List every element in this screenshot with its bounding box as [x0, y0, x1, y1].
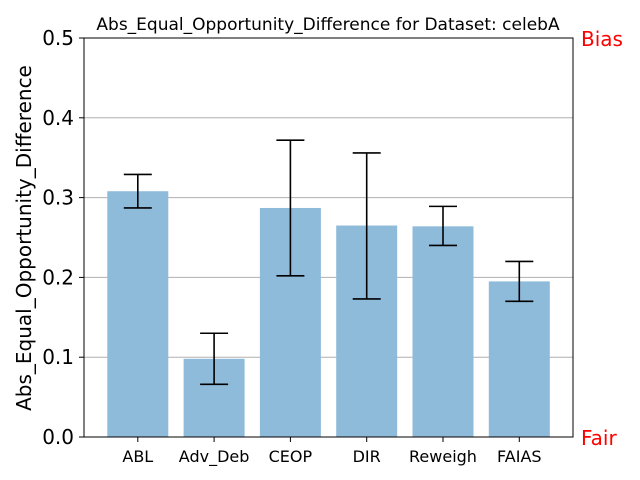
- y-tick-label: 0.2: [42, 265, 74, 289]
- chart-title: Abs_Equal_Opportunity_Difference for Dat…: [96, 15, 560, 35]
- y-tick-label: 0.5: [42, 26, 74, 50]
- bias-annotation: Bias: [581, 27, 623, 51]
- error-bars: [123, 139, 534, 386]
- y-tick-label: 0.3: [42, 186, 74, 210]
- y-axis-label: Abs_Equal_Opportunity_Difference: [12, 65, 36, 411]
- x-tick-label: ABL: [122, 447, 153, 466]
- bars: [107, 191, 550, 437]
- x-tick-label: Adv_Deb: [179, 447, 250, 467]
- x-ticks: ABL Adv_Deb CEOP DIR Reweigh FAIAS: [122, 437, 542, 467]
- y-tick-label: 0.0: [42, 425, 74, 449]
- y-ticks: 0.0 0.1 0.2 0.3 0.4 0.5: [42, 26, 84, 449]
- y-tick-label: 0.4: [42, 106, 74, 130]
- plot-frame: [83, 37, 574, 438]
- fair-annotation: Fair: [581, 426, 617, 450]
- x-tick-label: CEOP: [269, 447, 313, 466]
- x-tick-label: DIR: [353, 447, 381, 466]
- x-tick-label: FAIAS: [497, 447, 542, 466]
- x-tick-label: Reweigh: [409, 447, 477, 466]
- bar-reweigh: [412, 226, 474, 437]
- bar-abl: [107, 191, 169, 437]
- bar-faias: [488, 281, 550, 437]
- y-tick-label: 0.1: [42, 345, 74, 369]
